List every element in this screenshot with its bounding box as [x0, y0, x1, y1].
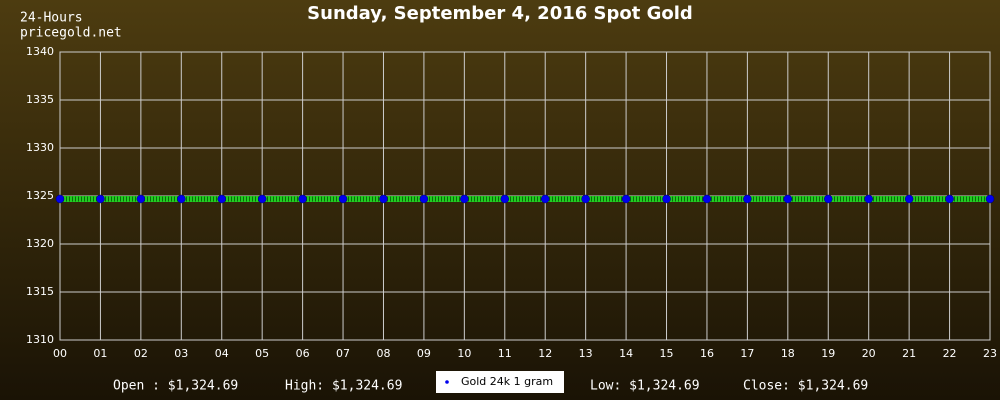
data-point: [136, 194, 146, 204]
x-tick-label: 22: [943, 347, 957, 360]
x-tick-label: 10: [457, 347, 471, 360]
x-tick-label: 23: [983, 347, 997, 360]
data-point: [460, 194, 469, 204]
data-point: [702, 194, 712, 204]
x-tick-label: 14: [619, 347, 633, 360]
data-point: [338, 194, 348, 204]
stat-low: Low: $1,324.69: [590, 379, 700, 394]
x-tick-label: 04: [215, 347, 229, 360]
data-point: [945, 194, 954, 204]
data-point: [55, 194, 65, 204]
x-tick-label: 08: [376, 347, 390, 360]
x-tick-label: 11: [498, 347, 512, 360]
y-tick-label: 1330: [26, 141, 54, 154]
header-line: 24-Hours: [20, 11, 83, 26]
x-tick-label: 12: [538, 347, 552, 360]
x-tick-label: 16: [700, 347, 714, 360]
y-tick-label: 1320: [26, 237, 54, 250]
data-point: [379, 194, 388, 204]
y-tick-label: 1315: [26, 285, 54, 298]
data-point: [257, 194, 267, 204]
y-tick-label: 1340: [26, 45, 54, 58]
x-tick-label: 05: [255, 347, 269, 360]
chart-title: Sunday, September 4, 2016 Spot Gold: [307, 3, 693, 24]
x-tick-label: 15: [660, 347, 674, 360]
x-tick-label: 20: [862, 347, 876, 360]
x-tick-label: 01: [93, 347, 107, 360]
x-tick-label: 06: [296, 347, 310, 360]
header-line: pricegold.net: [20, 26, 122, 41]
legend-marker: [445, 380, 449, 384]
x-tick-label: 07: [336, 347, 350, 360]
data-point: [540, 194, 550, 204]
x-tick-label: 21: [902, 347, 916, 360]
x-tick-label: 09: [417, 347, 431, 360]
x-tick-label: 13: [579, 347, 593, 360]
stat-close: Close: $1,324.69: [743, 379, 868, 394]
legend-box: [436, 371, 564, 393]
data-point: [177, 194, 186, 204]
legend-label: Gold 24k 1 gram: [461, 375, 553, 388]
y-tick-label: 1335: [26, 93, 54, 106]
data-point: [621, 194, 631, 204]
data-point: [904, 194, 914, 204]
y-tick-label: 1325: [26, 189, 54, 202]
data-point: [783, 194, 793, 204]
x-tick-label: 18: [781, 347, 795, 360]
data-point: [662, 194, 671, 204]
x-tick-label: 03: [174, 347, 188, 360]
x-tick-label: 17: [740, 347, 754, 360]
data-point: [298, 194, 307, 204]
data-point: [96, 194, 105, 204]
x-tick-label: 00: [53, 347, 67, 360]
data-point: [864, 194, 873, 204]
data-point: [824, 194, 833, 204]
stat-high: High: $1,324.69: [285, 379, 402, 394]
data-point: [419, 194, 429, 204]
stat-open: Open : $1,324.69: [113, 379, 238, 394]
data-point: [217, 194, 226, 204]
x-tick-label: 02: [134, 347, 148, 360]
x-tick-label: 19: [821, 347, 835, 360]
data-point: [985, 194, 995, 204]
y-tick-label: 1310: [26, 333, 54, 346]
data-point: [581, 194, 590, 204]
data-point: [500, 194, 510, 204]
data-point: [743, 194, 752, 204]
